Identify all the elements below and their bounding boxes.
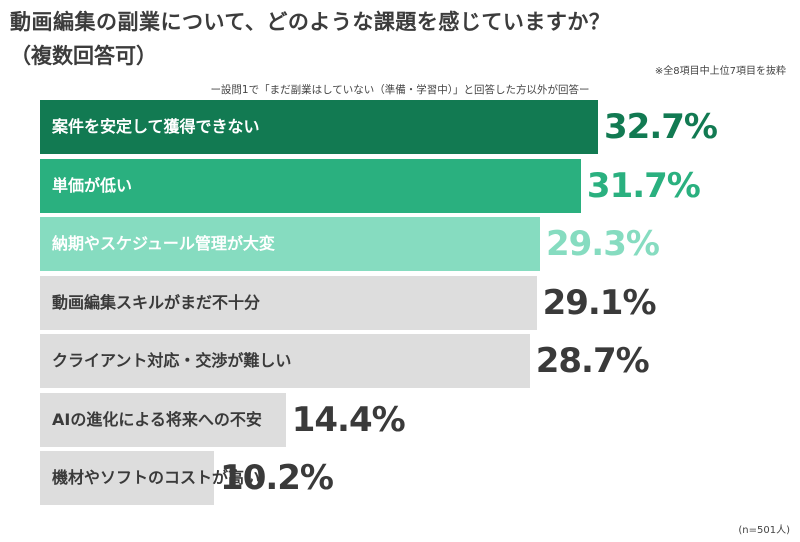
bar-value-4: 29.1%: [542, 282, 657, 323]
chart-subtitle: ー設問1で「まだ副業はしていない（準備・学習中）」と回答した方以外が回答ー: [210, 84, 590, 96]
bar-4: [40, 275, 537, 330]
bar-label-3: 納期やスケジュール管理が大変: [52, 234, 275, 253]
bar-value-7: 10.2%: [220, 458, 334, 498]
chart-note: ※全8項目中上位7項目を抜粋: [654, 66, 786, 77]
bar-3: [40, 217, 540, 271]
bar-label-5: クライアント対応・交渉が難しい: [52, 351, 292, 370]
bar-label-2: 単価が低い: [52, 175, 133, 195]
bar-5: [40, 334, 530, 388]
bar-6: [40, 392, 286, 447]
chart-title-sub: （複数回答可）: [10, 44, 157, 68]
bar-value-2: 31.7%: [586, 165, 701, 206]
sample-size-label: (n=501人): [738, 525, 790, 536]
bar-7: [40, 451, 215, 505]
bar-value-5: 28.7%: [535, 341, 650, 381]
bar-value-3: 29.3%: [545, 224, 660, 264]
bar-label-4: 動画編集スキルがまだ不十分: [52, 292, 261, 312]
bar-value-1: 32.7%: [604, 107, 718, 147]
bar-label-7: 機材やソフトのコストが高い: [52, 468, 261, 487]
bar-2: [40, 158, 581, 213]
bar-value-6: 14.4%: [291, 399, 406, 440]
bar-label-6: AIの進化による将来への不安: [52, 409, 262, 429]
bar-label-1: 案件を安定して獲得できない: [52, 117, 260, 136]
bar-1: [40, 100, 598, 154]
chart-title: 動画編集の副業について、どのような課題を感じていますか？: [10, 10, 611, 34]
